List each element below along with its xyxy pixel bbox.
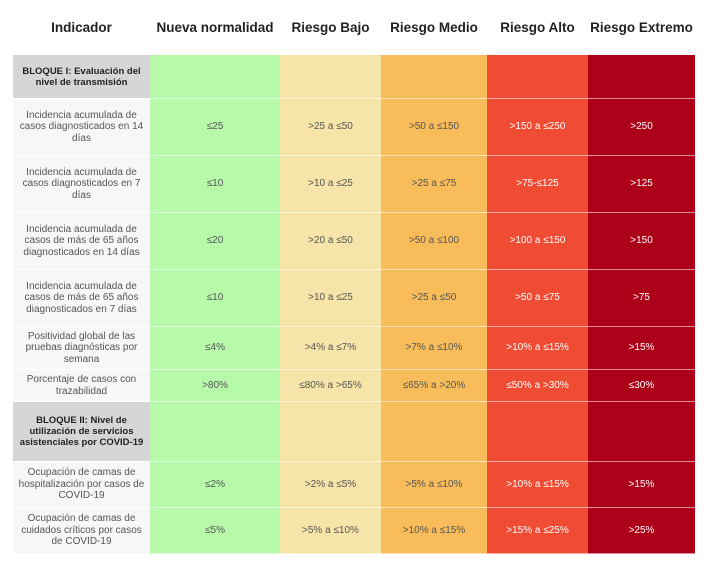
table-row: Positividad global de las pruebas diagnó… <box>13 326 695 370</box>
cell-riesgo-alto: >10% a ≤15% <box>487 461 588 508</box>
cell-nueva-normalidad: ≤25 <box>150 98 280 156</box>
cell-nueva-normalidad: ≤2% <box>150 461 280 508</box>
header-riesgo-bajo: Riesgo Bajo <box>280 0 381 55</box>
cell-riesgo-bajo: ≤80% a >65% <box>280 369 381 402</box>
cell-riesgo-bajo: >5% a ≤10% <box>280 507 381 554</box>
cell-riesgo-bajo: >20 a ≤50 <box>280 212 381 270</box>
cell-riesgo-extremo: >75 <box>588 269 695 327</box>
cell-riesgo-extremo: ≤30% <box>588 369 695 402</box>
block-1-title: BLOQUE I: Evaluación del nivel de transm… <box>13 55 150 99</box>
cell-riesgo-extremo: >125 <box>588 155 695 213</box>
cell-empty <box>280 401 381 462</box>
row-label: Incidencia acumulada de casos de más de … <box>13 212 150 270</box>
block-header-row: BLOQUE II: Nivel de utilización de servi… <box>13 401 695 462</box>
table-row: Incidencia acumulada de casos de más de … <box>13 212 695 270</box>
cell-riesgo-medio: >5% a ≤10% <box>381 461 487 508</box>
cell-riesgo-medio: >7% a ≤10% <box>381 326 487 370</box>
cell-riesgo-bajo: >4% a ≤7% <box>280 326 381 370</box>
cell-empty <box>487 55 588 99</box>
row-label: Incidencia acumulada de casos diagnostic… <box>13 155 150 213</box>
table-row: Porcentaje de casos con trazabilidad >80… <box>13 369 695 402</box>
cell-riesgo-extremo: >250 <box>588 98 695 156</box>
cell-nueva-normalidad: >80% <box>150 369 280 402</box>
block-header-row: BLOQUE I: Evaluación del nivel de transm… <box>13 55 695 99</box>
cell-riesgo-alto: >50 a ≤75 <box>487 269 588 327</box>
row-label: Porcentaje de casos con trazabilidad <box>13 369 150 402</box>
cell-empty <box>150 401 280 462</box>
cell-nueva-normalidad: ≤10 <box>150 269 280 327</box>
row-label: Incidencia acumulada de casos de más de … <box>13 269 150 327</box>
cell-nueva-normalidad: ≤4% <box>150 326 280 370</box>
cell-riesgo-bajo: >25 a ≤50 <box>280 98 381 156</box>
cell-riesgo-bajo: >10 a ≤25 <box>280 269 381 327</box>
cell-riesgo-medio: >25 a ≤75 <box>381 155 487 213</box>
header-riesgo-medio: Riesgo Medio <box>381 0 487 55</box>
table-row: Ocupación de camas de hospitalización po… <box>13 461 695 508</box>
cell-empty <box>150 55 280 99</box>
risk-levels-table: Indicador Nueva normalidad Riesgo Bajo R… <box>13 0 695 554</box>
header-riesgo-alto: Riesgo Alto <box>487 0 588 55</box>
cell-riesgo-alto: >15% a ≤25% <box>487 507 588 554</box>
cell-empty <box>588 55 695 99</box>
cell-empty <box>588 401 695 462</box>
cell-nueva-normalidad: ≤5% <box>150 507 280 554</box>
table-row: Incidencia acumulada de casos diagnostic… <box>13 155 695 213</box>
cell-riesgo-alto: >100 a ≤150 <box>487 212 588 270</box>
table-row: Ocupación de camas de cuidados críticos … <box>13 507 695 554</box>
cell-empty <box>487 401 588 462</box>
cell-riesgo-extremo: >25% <box>588 507 695 554</box>
cell-riesgo-alto: >150 a ≤250 <box>487 98 588 156</box>
cell-riesgo-medio: >50 a ≤150 <box>381 98 487 156</box>
cell-riesgo-alto: ≤50% a >30% <box>487 369 588 402</box>
cell-riesgo-medio: ≤65% a >20% <box>381 369 487 402</box>
cell-empty <box>381 55 487 99</box>
cell-riesgo-extremo: >15% <box>588 326 695 370</box>
cell-riesgo-bajo: >2% a ≤5% <box>280 461 381 508</box>
header-riesgo-extremo: Riesgo Extremo <box>588 0 695 55</box>
header-row: Indicador Nueva normalidad Riesgo Bajo R… <box>13 0 695 55</box>
block-2-title: BLOQUE II: Nivel de utilización de servi… <box>13 401 150 462</box>
row-label: Ocupación de camas de cuidados críticos … <box>13 507 150 554</box>
table-row: Incidencia acumulada de casos de más de … <box>13 269 695 327</box>
cell-riesgo-medio: >25 a ≤50 <box>381 269 487 327</box>
header-indicator: Indicador <box>13 0 150 55</box>
table-row: Incidencia acumulada de casos diagnostic… <box>13 98 695 156</box>
row-label: Incidencia acumulada de casos diagnostic… <box>13 98 150 156</box>
cell-riesgo-extremo: >15% <box>588 461 695 508</box>
header-nueva-normalidad: Nueva normalidad <box>150 0 280 55</box>
row-label: Ocupación de camas de hospitalización po… <box>13 461 150 508</box>
cell-riesgo-alto: >10% a ≤15% <box>487 326 588 370</box>
cell-empty <box>280 55 381 99</box>
cell-riesgo-bajo: >10 a ≤25 <box>280 155 381 213</box>
cell-riesgo-medio: >50 a ≤100 <box>381 212 487 270</box>
cell-riesgo-alto: >75-≤125 <box>487 155 588 213</box>
row-label: Positividad global de las pruebas diagnó… <box>13 326 150 370</box>
cell-empty <box>381 401 487 462</box>
cell-riesgo-medio: >10% a ≤15% <box>381 507 487 554</box>
cell-nueva-normalidad: ≤10 <box>150 155 280 213</box>
cell-riesgo-extremo: >150 <box>588 212 695 270</box>
cell-nueva-normalidad: ≤20 <box>150 212 280 270</box>
